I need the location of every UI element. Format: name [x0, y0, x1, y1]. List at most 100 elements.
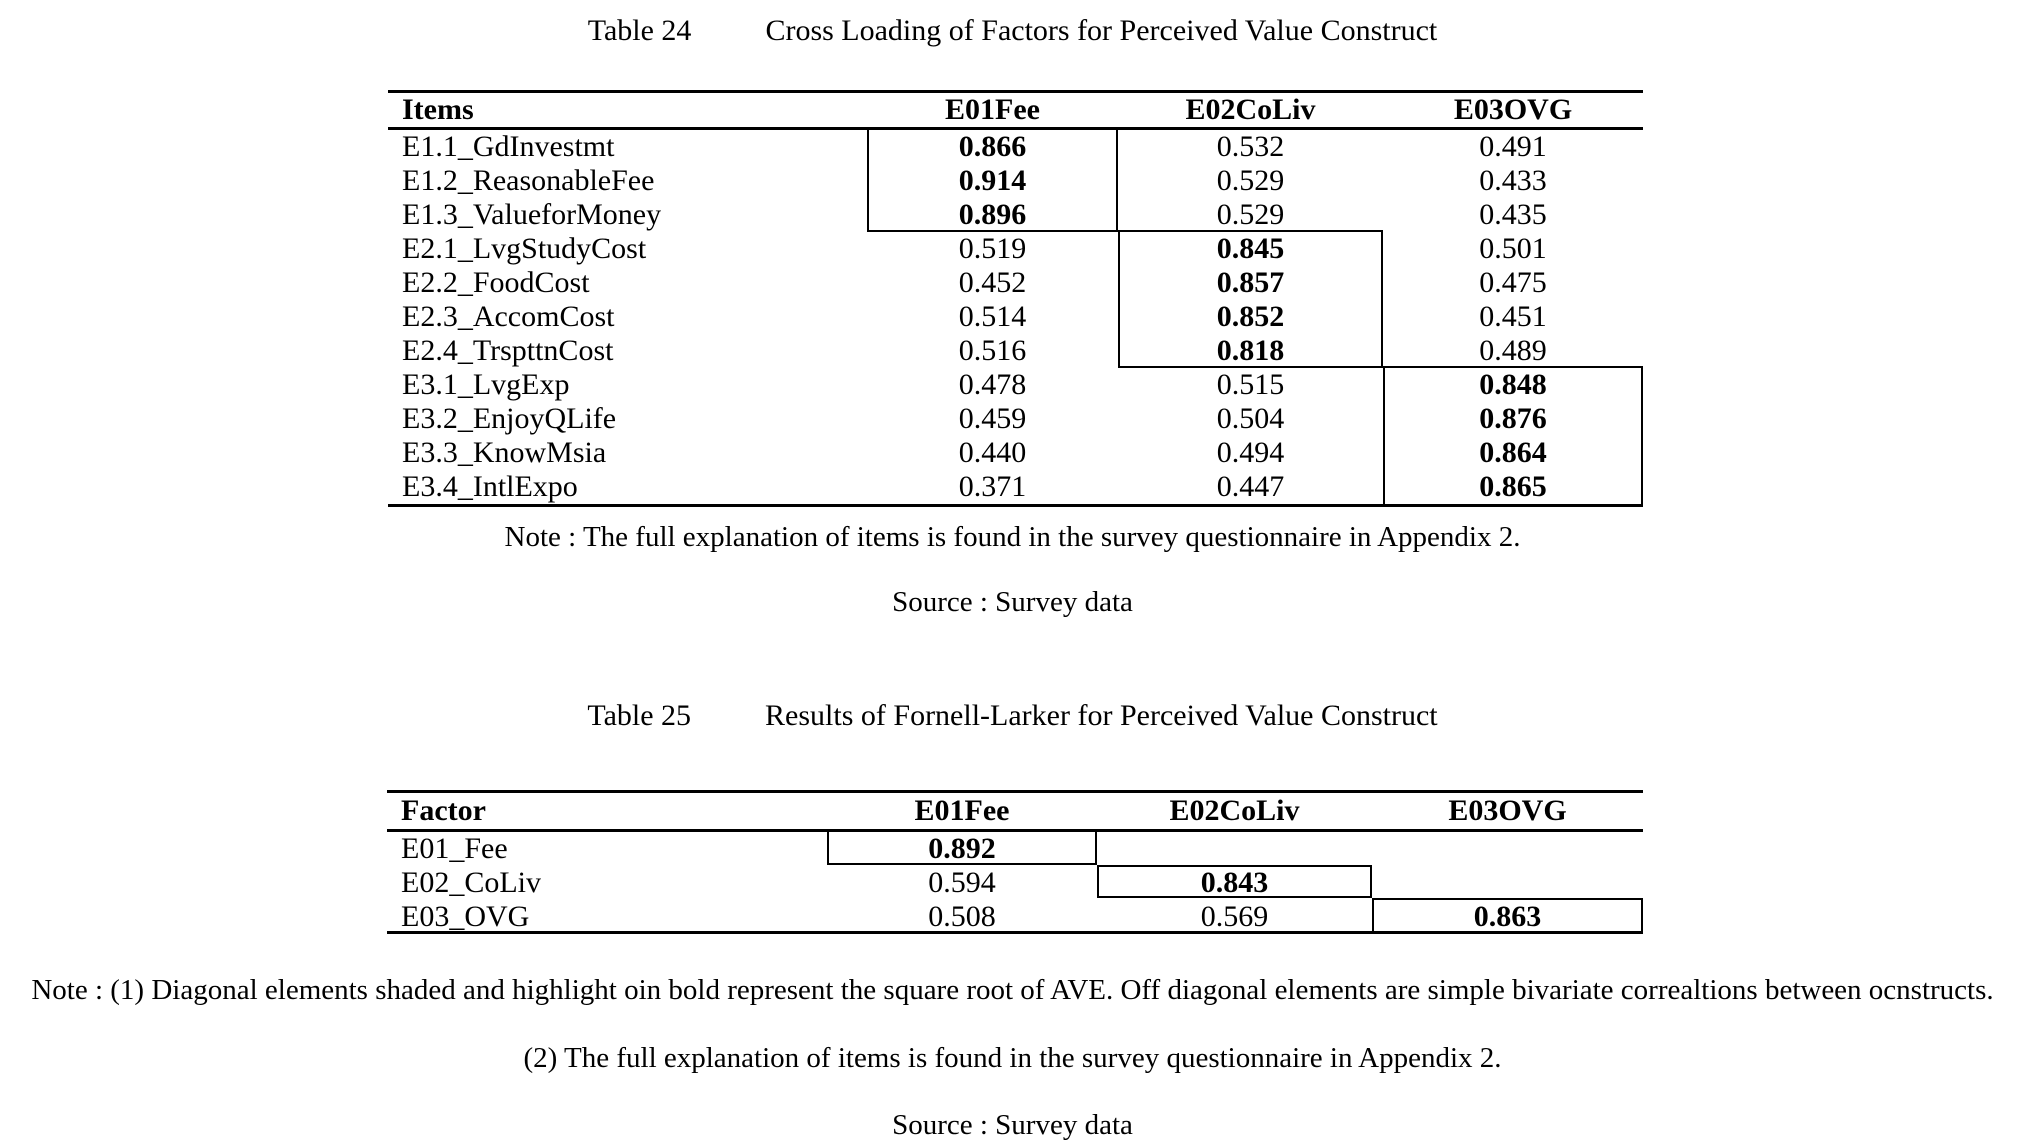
- column-header-items: Items: [402, 93, 474, 126]
- value-cell: 0.478: [958, 368, 1027, 401]
- table-row: E2.1_LvgStudyCost 0.519 0.845 0.501: [388, 232, 1643, 266]
- row-label: E1.1_GdInvestmt: [402, 130, 615, 163]
- table25-note-2: (2) The full explanation of items is fou…: [523, 1042, 1502, 1074]
- table-row: E2.4_TrspttnCost 0.516 0.818 0.489: [388, 334, 1643, 368]
- value-cell: 0.501: [1479, 232, 1547, 265]
- value-cell: 0.845: [1216, 232, 1285, 265]
- table-row: E2.2_FoodCost 0.452 0.857 0.475: [388, 266, 1643, 300]
- value-cell: 0.516: [958, 334, 1027, 367]
- value-cell: 0.504: [1216, 402, 1285, 435]
- fornell-larker-table-grid: Factor E01Fee E02CoLiv E03OVG E01_Fee 0.8…: [387, 790, 1643, 934]
- row-label: E2.1_LvgStudyCost: [402, 232, 647, 265]
- row-label: E2.3_AccomCost: [402, 300, 615, 333]
- value-cell: 0.452: [958, 266, 1027, 299]
- header-row: Items E01Fee E02CoLiv E03OVG: [388, 90, 1643, 130]
- cross-loading-table: Items E01Fee E02CoLiv E03OVG E1.1_GdInve…: [388, 90, 1643, 507]
- value-cell: 0.459: [958, 402, 1027, 435]
- value-cell: 0.529: [1216, 198, 1285, 231]
- table-top-rule: [387, 790, 1643, 793]
- column-header-e01fee: E01Fee: [945, 93, 1040, 126]
- value-cell: 0.451: [1479, 300, 1547, 333]
- value-cell: 0.489: [1479, 334, 1547, 367]
- value-cell: 0.857: [1216, 266, 1285, 299]
- row-label: E02_CoLiv: [401, 866, 541, 899]
- table-row: E03_OVG 0.508 0.569 0.863: [387, 900, 1643, 934]
- row-label: E01_Fee: [401, 832, 508, 865]
- value-cell: 0.475: [1479, 266, 1547, 299]
- value-cell: 0.491: [1479, 130, 1547, 163]
- table-row: E01_Fee 0.892: [387, 832, 1643, 866]
- table-row: E3.3_KnowMsia 0.440 0.494 0.864: [388, 436, 1643, 470]
- diagonal-box-e01fee: [827, 829, 1097, 865]
- value-cell: 0.569: [1200, 900, 1269, 933]
- value-cell: 0.532: [1216, 130, 1285, 163]
- value-cell: 0.864: [1479, 436, 1547, 469]
- value-cell: 0.515: [1216, 368, 1285, 401]
- table25-caption: Results of Fornell-Larker for Perceived …: [765, 699, 1438, 732]
- column-header-e03ovg: E03OVG: [1453, 93, 1573, 126]
- table24-note: Note : The full explanation of items is …: [504, 521, 1521, 553]
- value-cell: 0.514: [958, 300, 1027, 333]
- value-cell: 0.865: [1479, 470, 1547, 503]
- value-cell: 0.433: [1479, 164, 1547, 197]
- value-cell: 0.892: [928, 832, 996, 865]
- value-cell: 0.852: [1216, 300, 1285, 333]
- value-cell: 0.876: [1479, 402, 1547, 435]
- value-cell: 0.914: [958, 164, 1027, 197]
- table-bottom-rule: [387, 931, 1643, 934]
- diagonal-box-e02coliv: [1097, 865, 1372, 898]
- row-label: E1.3_ValueforMoney: [402, 198, 662, 231]
- table24-title: Table 24 Cross Loading of Factors for Per…: [0, 14, 2025, 48]
- row-label: E03_OVG: [401, 900, 530, 933]
- loading-box-e02coliv: [1118, 230, 1383, 368]
- row-label: E1.2_ReasonableFee: [402, 164, 655, 197]
- column-header-e02coliv: E02CoLiv: [1185, 93, 1316, 126]
- diagonal-box-e03ovg: [1372, 898, 1643, 934]
- value-cell: 0.594: [928, 866, 996, 899]
- table-row: E02_CoLiv 0.594 0.843: [387, 866, 1643, 900]
- value-cell: 0.371: [958, 470, 1027, 503]
- table25-title: Table 25 Results of Fornell-Larker for Pe…: [0, 699, 2025, 733]
- column-header-e02coliv: E02CoLiv: [1169, 794, 1300, 827]
- row-label: E2.4_TrspttnCost: [402, 334, 614, 367]
- table25-label: Table 25: [587, 699, 692, 732]
- value-cell: 0.818: [1216, 334, 1285, 367]
- value-cell: 0.447: [1216, 470, 1285, 503]
- value-cell: [1372, 866, 1643, 900]
- table25-note-1: Note : (1) Diagonal elements shaded and …: [31, 974, 1994, 1006]
- table-bottom-rule: [388, 504, 1643, 507]
- column-header-e03ovg: E03OVG: [1448, 794, 1567, 827]
- table-top-rule: [388, 90, 1643, 93]
- row-label: E2.2_FoodCost: [402, 266, 590, 299]
- row-label: E3.2_EnjoyQLife: [402, 402, 617, 435]
- row-label: E3.1_LvgExp: [402, 368, 570, 401]
- table-row: E3.4_IntlExpo 0.371 0.447 0.865: [388, 470, 1643, 504]
- value-cell: 0.866: [958, 130, 1027, 163]
- value-cell: 0.519: [958, 232, 1027, 265]
- table-row: E1.3_ValueforMoney 0.896 0.529 0.435: [388, 198, 1643, 232]
- value-cell: 0.508: [928, 900, 996, 933]
- value-cell: [1097, 832, 1372, 866]
- loading-box-e01fee: [867, 127, 1118, 232]
- table-row: E3.1_LvgExp 0.478 0.515 0.848: [388, 368, 1643, 402]
- value-cell: 0.843: [1200, 866, 1269, 899]
- table24-source: Source : Survey data: [892, 586, 1133, 618]
- loading-box-e03ovg: [1383, 366, 1643, 507]
- table-row: E1.1_GdInvestmt 0.866 0.532 0.491: [388, 130, 1643, 164]
- row-label: E3.4_IntlExpo: [402, 470, 578, 503]
- table25-source: Source : Survey data: [892, 1109, 1133, 1141]
- cross-loading-table-grid: Items E01Fee E02CoLiv E03OVG E1.1_GdInve…: [388, 90, 1643, 504]
- value-cell: 0.848: [1479, 368, 1547, 401]
- value-cell: 0.896: [958, 198, 1027, 231]
- column-header-e01fee: E01Fee: [914, 794, 1010, 827]
- column-header-factor: Factor: [401, 794, 486, 827]
- value-cell: 0.529: [1216, 164, 1285, 197]
- table-row: E2.3_AccomCost 0.514 0.852 0.451: [388, 300, 1643, 334]
- table-row: E1.2_ReasonableFee 0.914 0.529 0.433: [388, 164, 1643, 198]
- value-cell: [1372, 832, 1643, 866]
- table24-caption: Cross Loading of Factors for Perceived V…: [765, 14, 1438, 47]
- value-cell: 0.435: [1479, 198, 1547, 231]
- header-row: Factor E01Fee E02CoLiv E03OVG: [387, 790, 1643, 832]
- row-label: E3.3_KnowMsia: [402, 436, 607, 469]
- table24-label: Table 24: [587, 14, 692, 47]
